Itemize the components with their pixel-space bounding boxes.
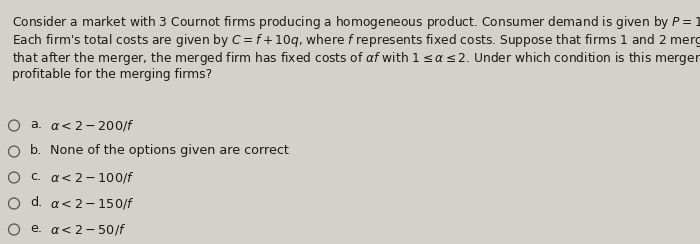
Text: $\alpha < 2 - 100/f$: $\alpha < 2 - 100/f$ [50,170,134,185]
Text: e.: e. [30,222,42,235]
Text: Each firm's total costs are given by $C = f + 10q$, where $f$ represents fixed c: Each firm's total costs are given by $C … [12,32,700,49]
Text: c.: c. [30,170,41,183]
Text: None of the options given are correct: None of the options given are correct [50,144,289,157]
Text: Consider a market with 3 Cournot firms producing a homogeneous product. Consumer: Consider a market with 3 Cournot firms p… [12,14,700,31]
Text: b.: b. [30,144,42,157]
Text: $\alpha < 2 - 200/f$: $\alpha < 2 - 200/f$ [50,118,134,133]
Text: $\alpha < 2 - 150/f$: $\alpha < 2 - 150/f$ [50,196,134,211]
Text: d.: d. [30,196,42,209]
Text: profitable for the merging firms?: profitable for the merging firms? [12,68,212,81]
Text: that after the merger, the merged firm has fixed costs of $\alpha f$ with $1 \le: that after the merger, the merged firm h… [12,50,700,67]
Text: a.: a. [30,118,42,131]
Text: $\alpha < 2 - 50/f$: $\alpha < 2 - 50/f$ [50,222,127,237]
